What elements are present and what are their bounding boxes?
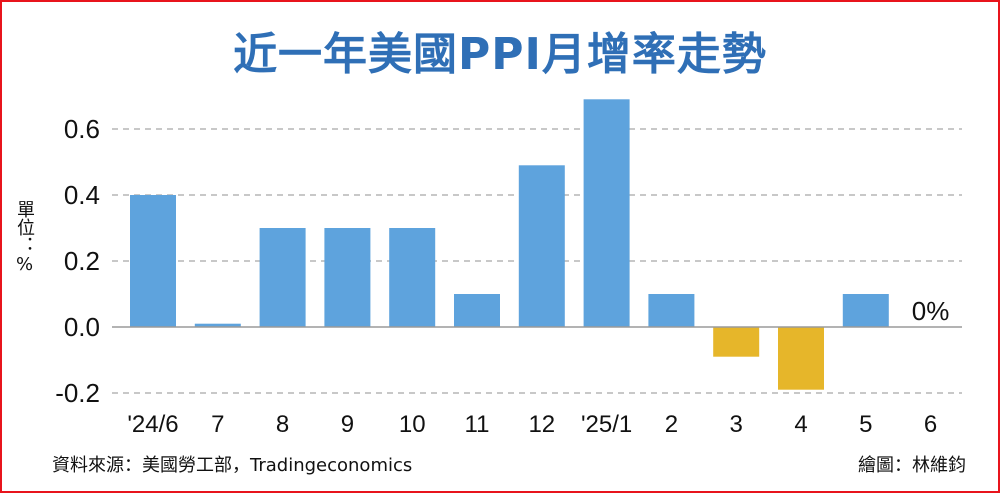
x-tick-label: 12 [528,411,555,438]
bar-5 [842,294,889,327]
annotations: 0% [912,296,950,326]
x-tick-label: 7 [211,411,224,438]
bar-chart: 0.6 0.4 0.2 0.0 -0.2 '24/6 7 8 9 10 11 12 '25/1 2 3 4 5… [55,99,962,438]
x-tick-label: 6 [924,411,937,438]
x-tick-label: 3 [730,411,743,438]
x-tick-label: '24/6 [127,411,178,438]
y-tick-label: -0.2 [55,378,100,408]
bar-4 [778,327,824,390]
x-tick-label: 9 [341,411,354,438]
bar-9 [324,228,371,327]
chart-title: 近一年美國PPI月增率走勢 [233,29,767,80]
bars [130,99,954,390]
bar-8 [259,228,306,327]
x-tick-label: 11 [465,411,490,438]
bar-7 [194,323,241,327]
bar-12 [518,165,565,327]
y-tick-label: 0.2 [64,246,100,276]
x-tick-label: 2 [665,411,678,438]
x-tick-label: 5 [859,411,872,438]
unit-label: 單位：% [14,200,35,275]
y-axis-ticks: 0.6 0.4 0.2 0.0 -0.2 [55,114,100,408]
x-tick-label: 8 [276,411,289,438]
annotation-label: 0% [912,296,950,326]
x-tick-label: '25/1 [581,411,632,438]
y-tick-label: 0.0 [64,312,100,342]
y-tick-label: 0.6 [64,114,100,144]
x-axis-ticks: '24/6 7 8 9 10 11 12 '25/1 2 3 4 5 6 [127,411,937,438]
bar-10 [389,228,436,327]
x-tick-label: 10 [399,411,426,438]
gridlines [112,128,962,394]
x-tick-label: 4 [794,411,807,438]
graphic-credit: 繪圖：林維鈞 [858,455,966,476]
source-note: 資料來源：美國勞工部，Tradingeconomics [52,455,413,476]
bar-'25/1 [583,99,630,327]
bar-'24/6 [130,195,176,327]
bar-3 [713,327,760,357]
y-tick-label: 0.4 [64,180,100,210]
bar-2 [648,294,695,327]
bar-11 [454,294,500,327]
